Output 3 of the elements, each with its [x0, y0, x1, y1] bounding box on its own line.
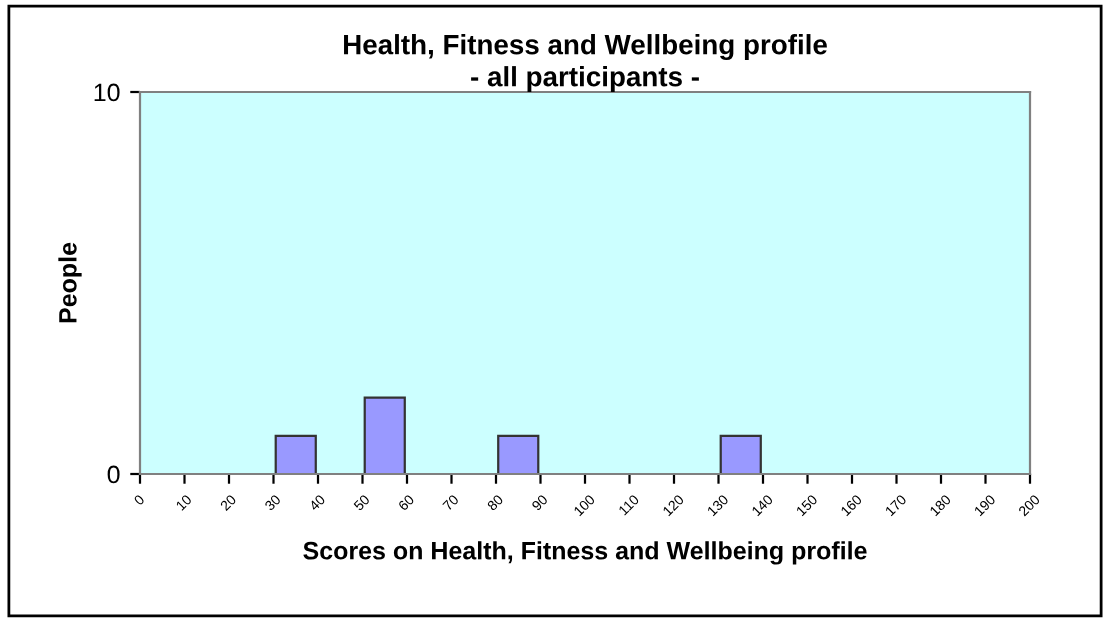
x-axis-title: Scores on Health, Fitness and Wellbeing profile	[303, 541, 867, 565]
y-axis-title: People	[58, 242, 82, 323]
chart-title: Health, Fitness and Wellbeing profile - all participants -	[344, 34, 827, 92]
